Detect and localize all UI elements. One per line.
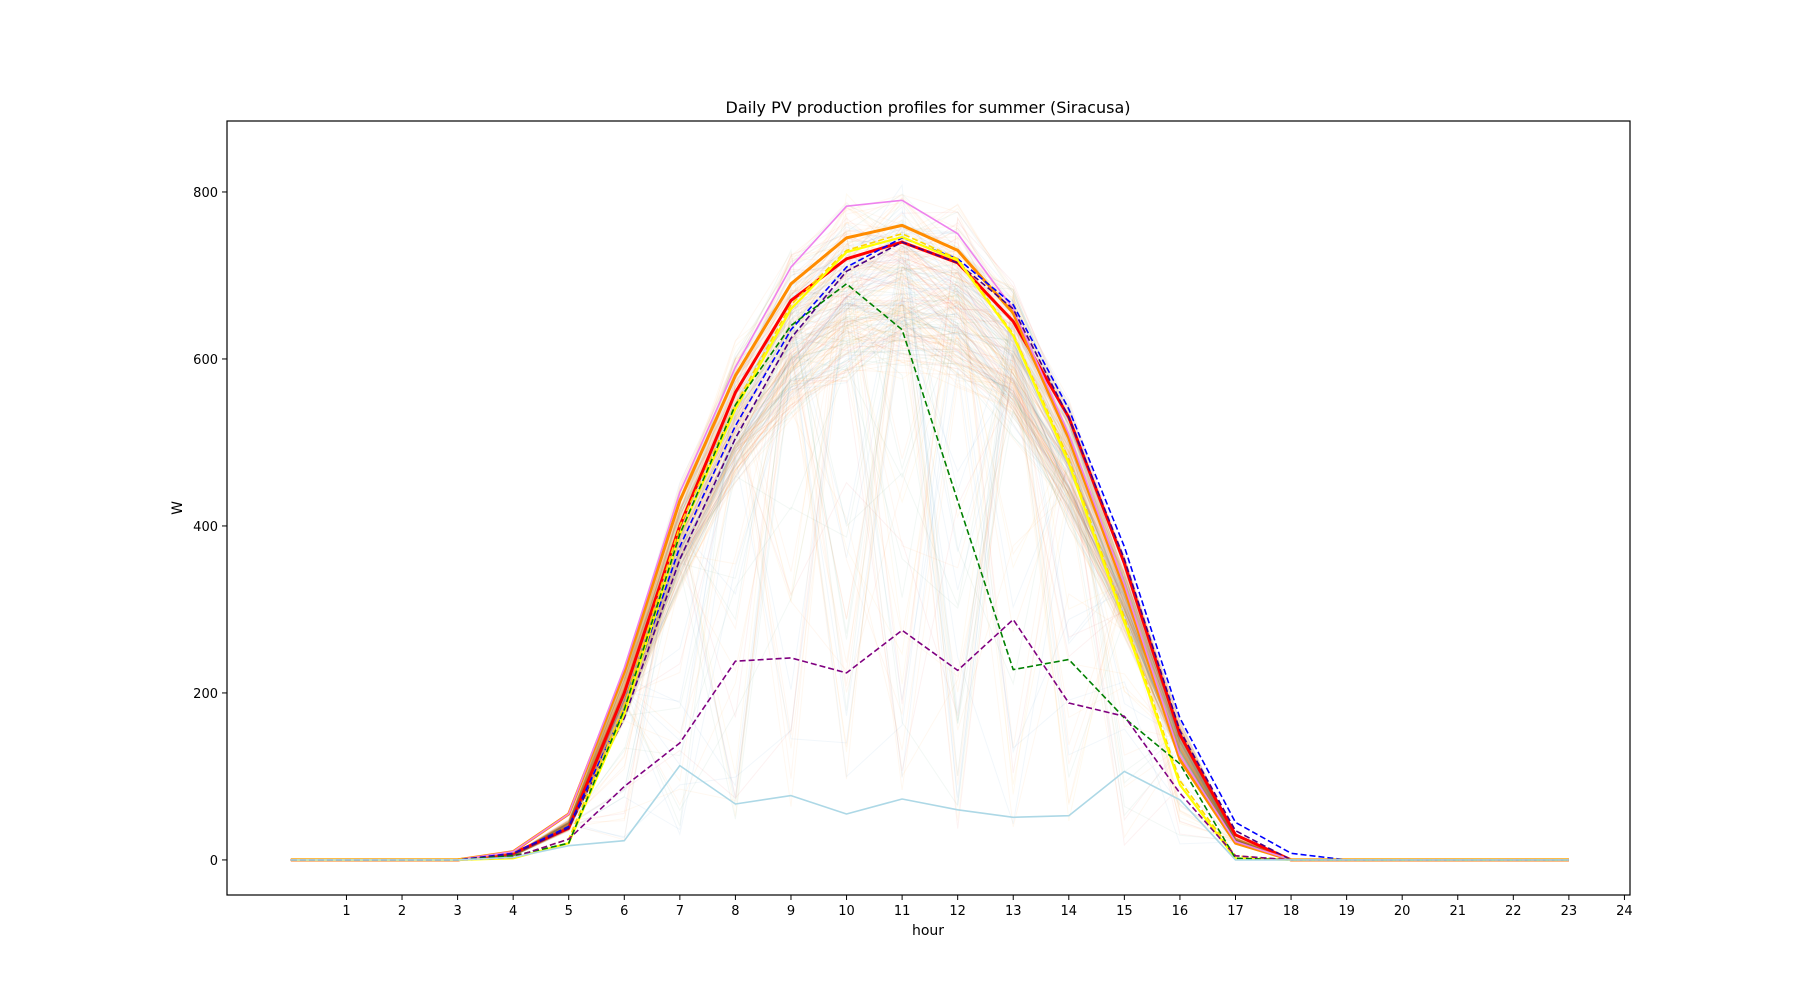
x-tick-label: 3 bbox=[453, 904, 461, 919]
series-line-10 bbox=[290, 764, 1569, 861]
x-tick-label: 18 bbox=[1283, 904, 1300, 919]
y-tick-label: 400 bbox=[193, 520, 218, 535]
axes-frame bbox=[226, 120, 1631, 896]
x-tick-label: 9 bbox=[787, 904, 795, 919]
x-tick-label: 7 bbox=[676, 904, 684, 919]
x-tick-label: 19 bbox=[1338, 904, 1355, 919]
x-tick-label: 13 bbox=[1005, 904, 1022, 919]
x-tick-label: 16 bbox=[1172, 904, 1189, 919]
x-tick-label: 6 bbox=[620, 904, 628, 919]
x-tick-label: 15 bbox=[1116, 904, 1133, 919]
x-tick-label: 5 bbox=[565, 904, 573, 919]
x-tick-label: 21 bbox=[1449, 904, 1466, 919]
x-tick-label: 2 bbox=[398, 904, 406, 919]
x-tick-label: 12 bbox=[949, 904, 966, 919]
x-tick-label: 8 bbox=[731, 904, 739, 919]
x-axis-label: hour bbox=[912, 923, 944, 939]
x-tick-label: 4 bbox=[509, 904, 517, 919]
x-tick-label: 23 bbox=[1561, 904, 1578, 919]
x-axis-ticks: 1 2 3 4 5 6 7 8 9 10 11 12 13 14 15 16 17 18 19 20 21 22 23 24 bbox=[342, 895, 1633, 919]
x-tick-label: 24 bbox=[1616, 904, 1633, 919]
plot-area bbox=[290, 183, 1569, 862]
y-tick-label: 200 bbox=[193, 687, 218, 702]
series-line-6 bbox=[290, 232, 1569, 861]
chart-title: Daily PV production profiles for summer … bbox=[726, 98, 1131, 117]
y-tick-label: 0 bbox=[210, 854, 218, 869]
y-tick-label: 600 bbox=[193, 353, 218, 368]
x-tick-label: 22 bbox=[1505, 904, 1522, 919]
y-tick-label: 800 bbox=[193, 186, 218, 201]
y-axis-label: W bbox=[170, 501, 186, 515]
x-tick-label: 17 bbox=[1227, 904, 1244, 919]
x-tick-label: 14 bbox=[1061, 904, 1078, 919]
x-tick-label: 11 bbox=[894, 904, 911, 919]
x-tick-label: 1 bbox=[342, 904, 350, 919]
y-axis-ticks: 0 200 400 600 800 bbox=[193, 186, 227, 869]
x-tick-label: 10 bbox=[838, 904, 855, 919]
x-tick-label: 20 bbox=[1394, 904, 1411, 919]
series-lines bbox=[290, 199, 1569, 862]
